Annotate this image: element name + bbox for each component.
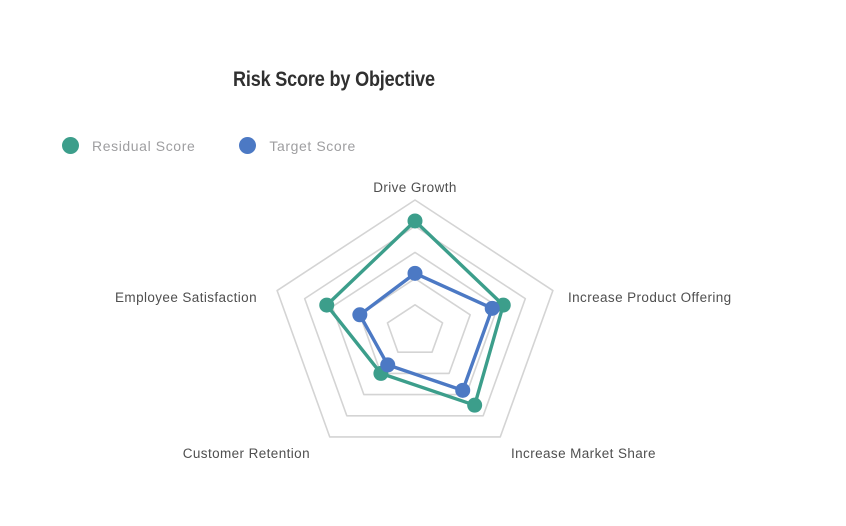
legend-color-dot-residual [62,137,79,154]
data-point-target-score-0 [407,265,423,281]
axis-label-customer-retention: Customer Retention [182,446,310,461]
data-point-residual-score-2 [467,397,483,413]
axis-label-employee-satisfaction: Employee Satisfaction [115,290,257,305]
series-line-residual-score [325,219,505,407]
data-point-target-score-2 [455,382,471,398]
axis-label-increase-market-share: Increase Market Share [511,446,656,461]
data-point-residual-score-0 [407,213,423,229]
grid-ring-4 [303,225,527,417]
series-line-target-score [358,271,494,393]
data-point-target-score-4 [352,307,368,323]
axis-label-drive-growth: Drive Growth [373,180,457,195]
grid-ring-3 [331,251,499,396]
legend-label-target: Target Score [269,137,356,154]
grid-ring-2 [359,277,471,375]
data-point-target-score-3 [380,357,396,373]
chart-title: Risk Score by Objective [233,68,435,91]
grid-ring-1 [386,303,444,353]
legend-item-residual-score[interactable]: Residual Score [62,137,195,154]
data-point-residual-score-4 [319,297,335,313]
data-point-target-score-1 [484,300,500,316]
axis-label-increase-product-offering: Increase Product Offering [568,290,732,305]
legend: Residual Score Target Score [62,137,356,154]
grid-ring-5 [276,199,554,438]
legend-item-target-score[interactable]: Target Score [239,137,356,154]
legend-label-residual: Residual Score [92,137,196,154]
legend-color-dot-target [239,137,257,154]
